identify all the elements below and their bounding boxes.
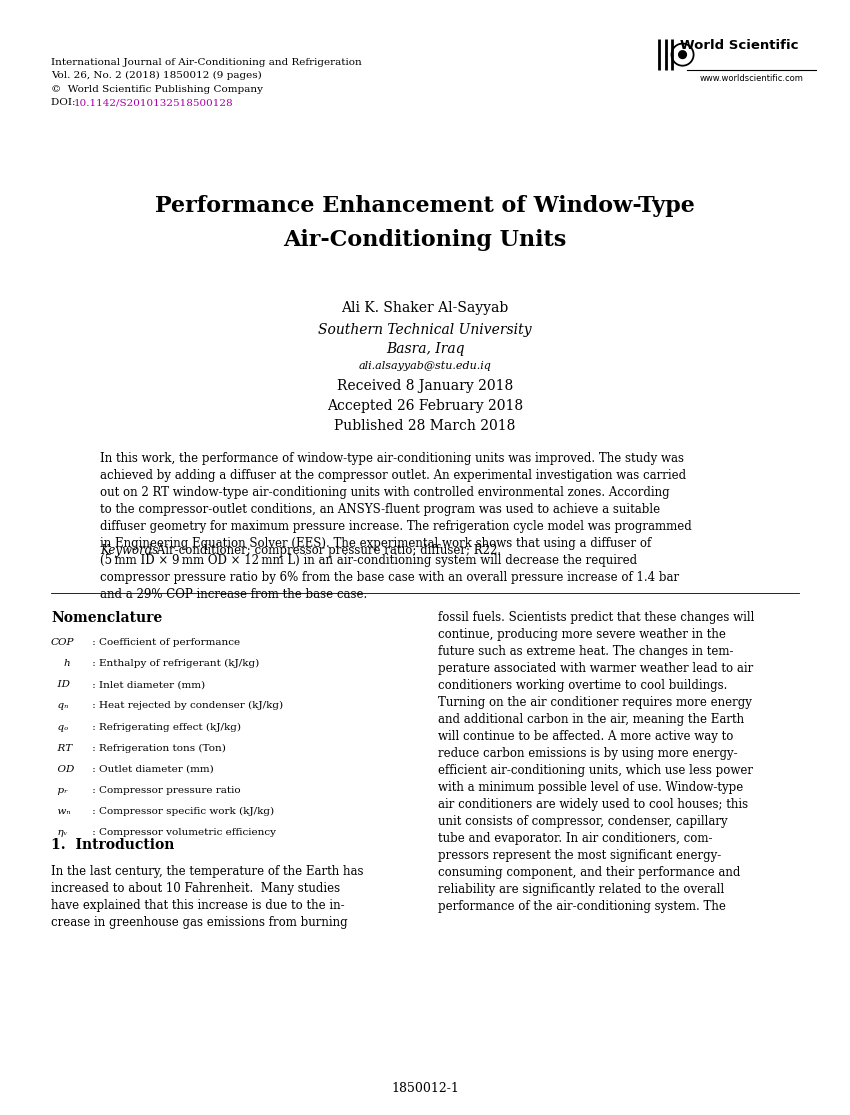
- Text: Air-Conditioning Units: Air-Conditioning Units: [283, 229, 567, 251]
- Text: : Enthalpy of refrigerant (kJ/kg): : Enthalpy of refrigerant (kJ/kg): [89, 659, 259, 668]
- Text: h: h: [51, 659, 71, 668]
- Text: : Outlet diameter (mm): : Outlet diameter (mm): [89, 765, 214, 774]
- Text: Basra, Iraq: Basra, Iraq: [386, 342, 464, 357]
- Text: International Journal of Air-Conditioning and Refrigeration: International Journal of Air-Conditionin…: [51, 58, 362, 67]
- Text: In the last century, the temperature of the Earth has
increased to about 10 Fahr: In the last century, the temperature of …: [51, 865, 364, 929]
- Text: : Heat rejected by condenser (kJ/kg): : Heat rejected by condenser (kJ/kg): [89, 701, 283, 710]
- Text: Published 28 March 2018: Published 28 March 2018: [334, 419, 516, 434]
- Text: Ali K. Shaker Al-Sayyab: Ali K. Shaker Al-Sayyab: [342, 301, 508, 316]
- Text: RT: RT: [51, 744, 72, 753]
- Text: wₙ: wₙ: [51, 807, 71, 816]
- Ellipse shape: [678, 51, 687, 58]
- Text: www.worldscientific.com: www.worldscientific.com: [700, 74, 803, 83]
- Text: 1850012-1: 1850012-1: [391, 1082, 459, 1095]
- Text: Received 8 January 2018: Received 8 January 2018: [337, 379, 513, 394]
- Text: qₙ: qₙ: [51, 701, 68, 710]
- Text: : Air-conditioner; compressor pressure ratio; diffuser; R22.: : Air-conditioner; compressor pressure r…: [149, 544, 501, 558]
- Text: pᵣ: pᵣ: [51, 786, 68, 795]
- Text: qₒ: qₒ: [51, 723, 68, 731]
- Text: ηᵥ: ηᵥ: [51, 828, 68, 837]
- Text: : Coefficient of performance: : Coefficient of performance: [89, 638, 241, 647]
- Text: : Compressor volumetric efficiency: : Compressor volumetric efficiency: [89, 828, 276, 837]
- Text: COP: COP: [51, 638, 75, 647]
- Text: Performance Enhancement of Window-Type: Performance Enhancement of Window-Type: [155, 195, 695, 217]
- Text: ali.alsayyab@stu.edu.iq: ali.alsayyab@stu.edu.iq: [359, 361, 491, 371]
- Text: Accepted 26 February 2018: Accepted 26 February 2018: [327, 399, 523, 414]
- Text: World Scientific: World Scientific: [680, 39, 799, 52]
- Text: : Refrigerating effect (kJ/kg): : Refrigerating effect (kJ/kg): [89, 723, 241, 731]
- Text: DOI:: DOI:: [51, 98, 79, 107]
- Text: ID: ID: [51, 680, 70, 689]
- Text: Vol. 26, No. 2 (2018) 1850012 (9 pages): Vol. 26, No. 2 (2018) 1850012 (9 pages): [51, 71, 262, 80]
- Text: : Compressor pressure ratio: : Compressor pressure ratio: [89, 786, 241, 795]
- Text: : Inlet diameter (mm): : Inlet diameter (mm): [89, 680, 206, 689]
- Text: Nomenclature: Nomenclature: [51, 611, 162, 626]
- Text: 10.1142/S2010132518500128: 10.1142/S2010132518500128: [74, 98, 234, 107]
- Text: OD: OD: [51, 765, 75, 774]
- Text: Keywords: Keywords: [100, 544, 159, 558]
- Text: fossil fuels. Scientists predict that these changes will
continue, producing mor: fossil fuels. Scientists predict that th…: [438, 611, 754, 913]
- Text: 1.  Introduction: 1. Introduction: [51, 838, 174, 853]
- Text: : Compressor specific work (kJ/kg): : Compressor specific work (kJ/kg): [89, 807, 275, 816]
- Text: In this work, the performance of window-type air-conditioning units was improved: In this work, the performance of window-…: [100, 452, 692, 601]
- Text: Southern Technical University: Southern Technical University: [318, 323, 532, 338]
- Text: ©  World Scientific Publishing Company: © World Scientific Publishing Company: [51, 85, 263, 94]
- Text: : Refrigeration tons (Ton): : Refrigeration tons (Ton): [89, 744, 226, 753]
